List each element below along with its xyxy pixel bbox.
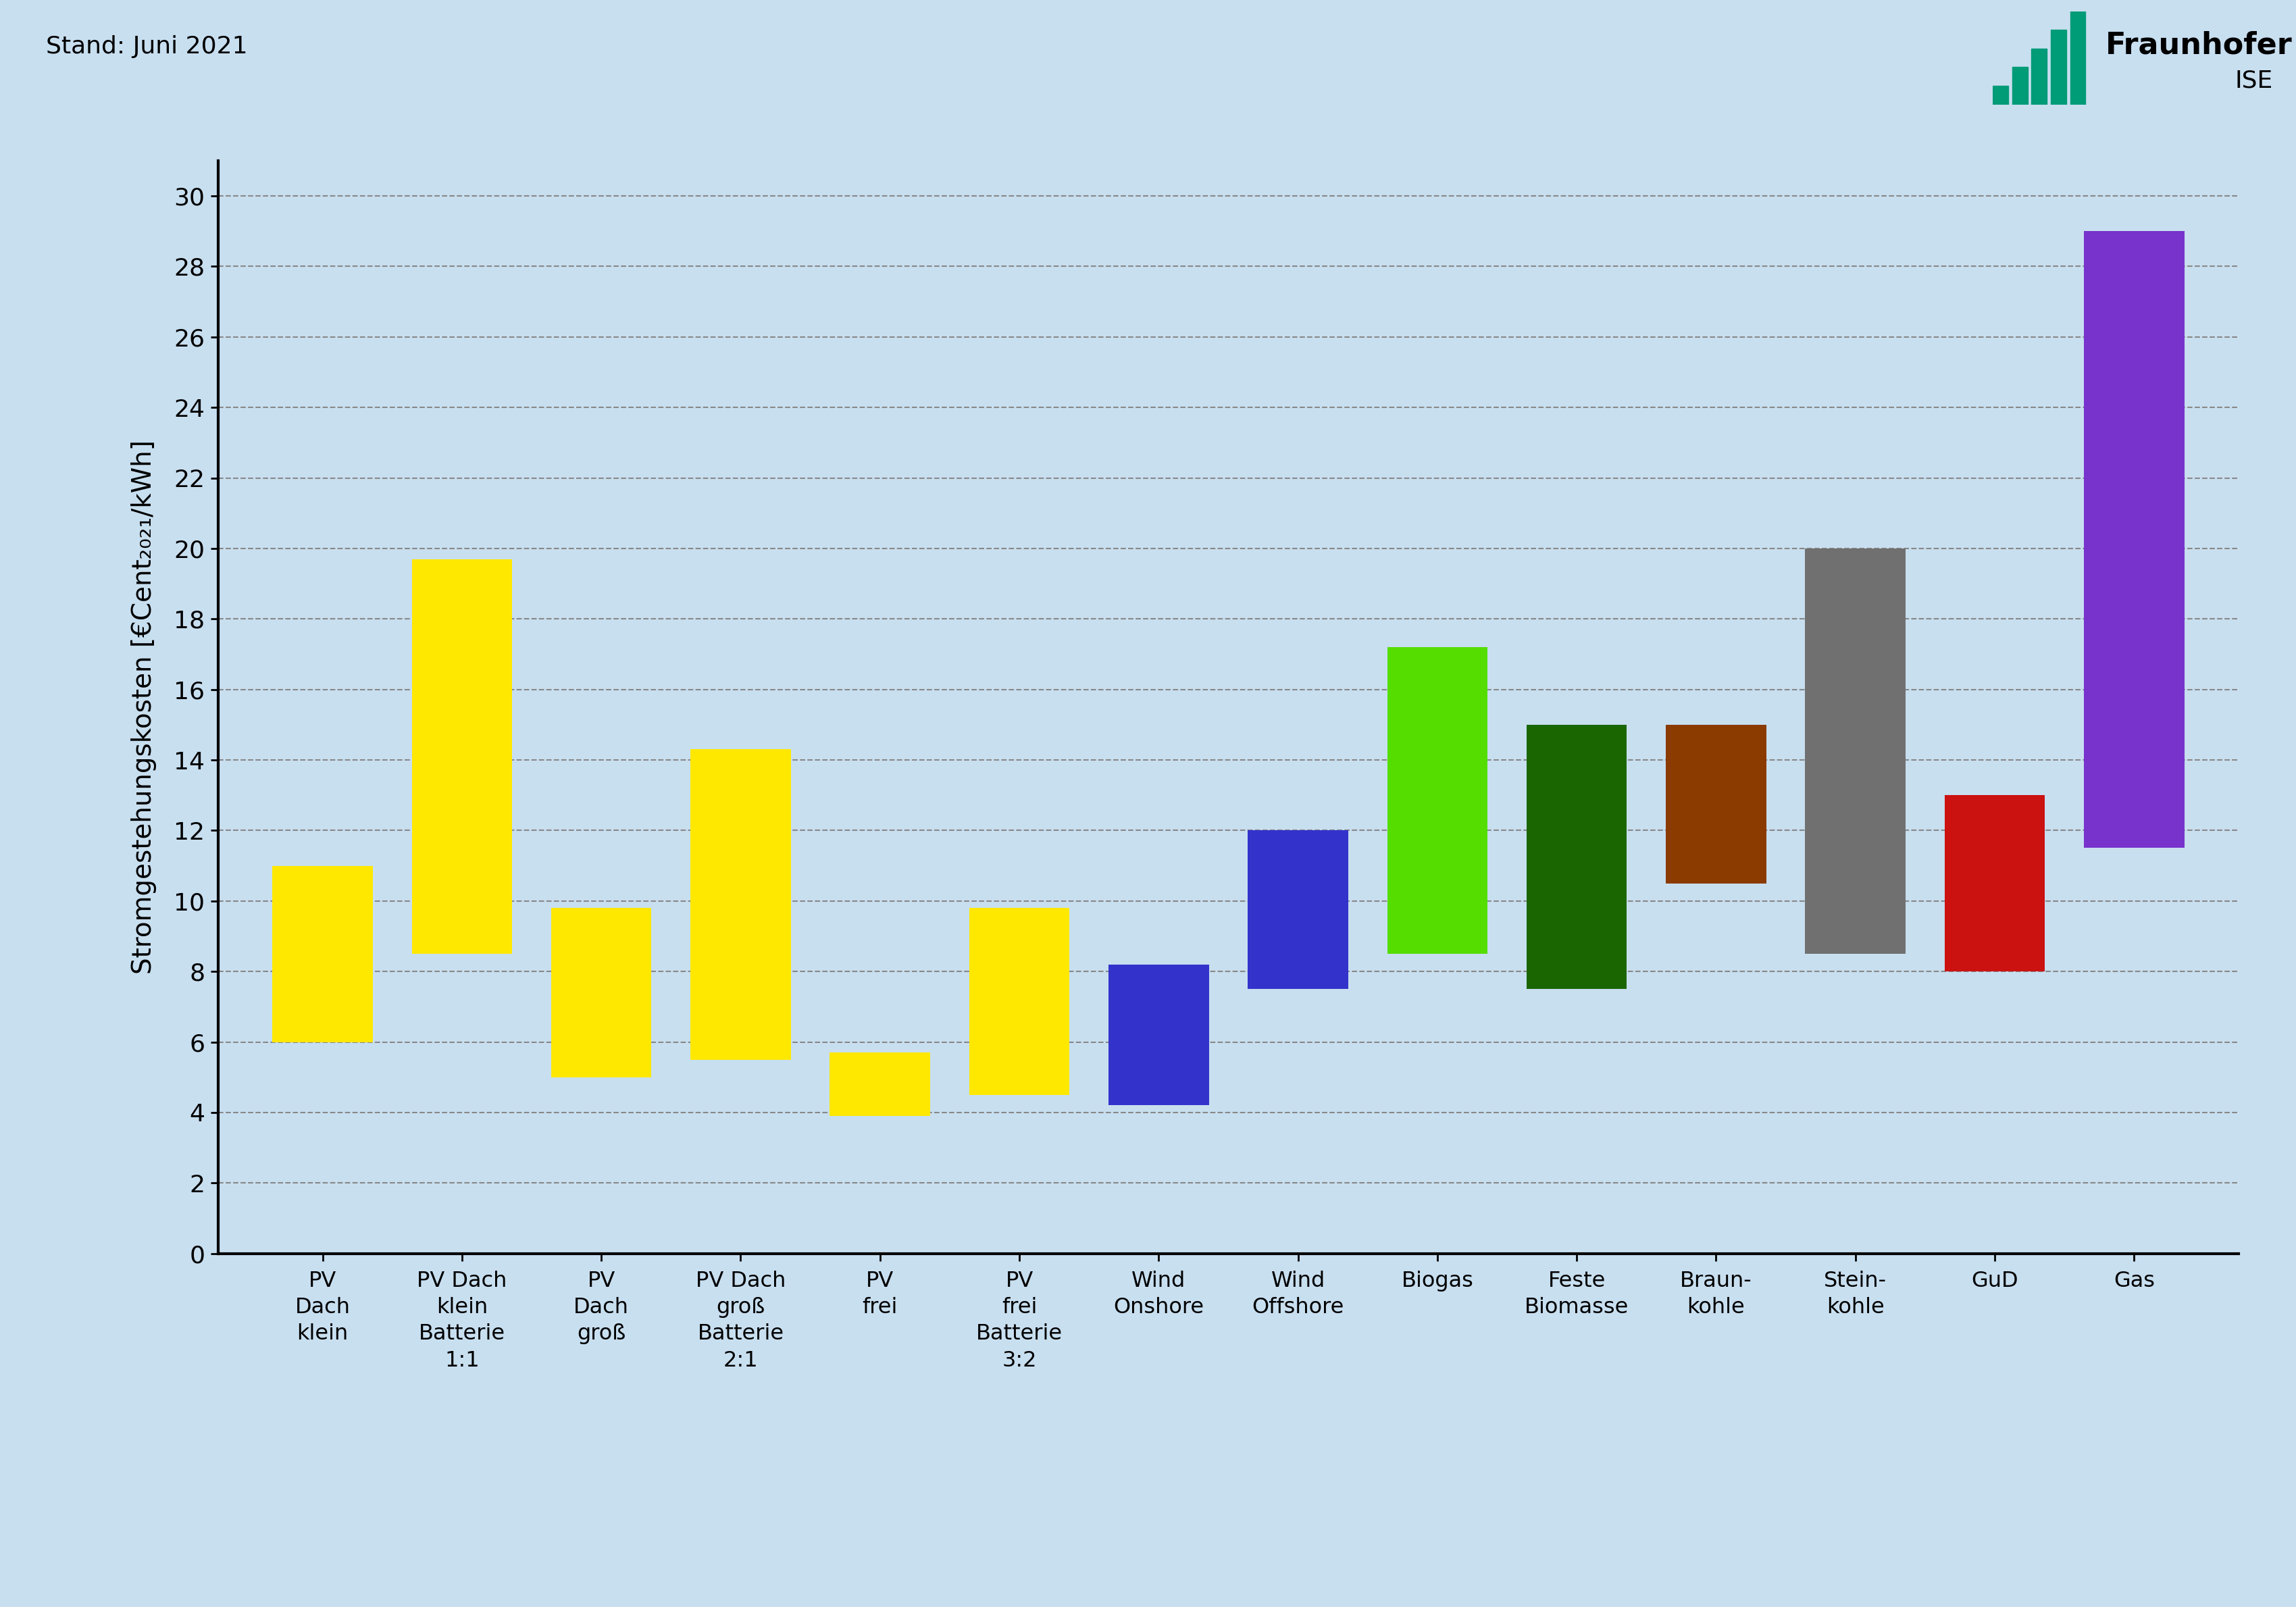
- Bar: [2085, 231, 2183, 848]
- Bar: [1247, 831, 1348, 988]
- Bar: [1805, 548, 1906, 955]
- Bar: [2032, 48, 2048, 104]
- Bar: [829, 1053, 930, 1115]
- Bar: [1945, 795, 2046, 972]
- Bar: [2011, 67, 2027, 104]
- Bar: [273, 866, 372, 1041]
- Bar: [2050, 31, 2066, 104]
- Bar: [691, 749, 790, 1059]
- Bar: [969, 908, 1070, 1094]
- Bar: [411, 559, 512, 955]
- Bar: [1387, 648, 1488, 955]
- Bar: [1109, 964, 1210, 1106]
- Bar: [1667, 725, 1766, 884]
- Text: Fraunhofer: Fraunhofer: [2105, 31, 2291, 59]
- Bar: [551, 908, 652, 1077]
- Bar: [1527, 725, 1628, 988]
- Bar: [1993, 85, 2009, 104]
- Text: ISE: ISE: [2234, 69, 2273, 92]
- Y-axis label: Stromgestehungskosten [€Cent₂₀₂₁/kWh]: Stromgestehungskosten [€Cent₂₀₂₁/kWh]: [131, 440, 156, 974]
- Bar: [2071, 11, 2085, 104]
- Text: Stand: Juni 2021: Stand: Juni 2021: [46, 35, 248, 58]
